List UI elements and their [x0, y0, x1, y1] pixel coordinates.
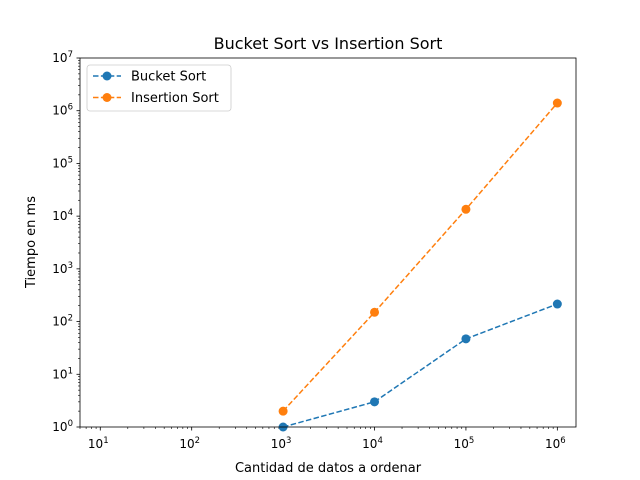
data-point — [552, 299, 562, 309]
series-line — [282, 102, 558, 412]
x-tick-label-0: 101 — [88, 436, 109, 451]
series-line — [282, 303, 558, 428]
y-tick-label-6: 106 — [52, 103, 73, 118]
plot-area: 101 102 103 104 105 106 100 101 102 103 104 105 106 1… — [52, 50, 577, 451]
y-tick-label-4: 104 — [52, 208, 73, 223]
x-tick-label-1: 102 — [179, 436, 200, 451]
y-tick-label-1: 101 — [52, 366, 73, 381]
legend-marker — [102, 71, 112, 81]
y-tick-label-5: 105 — [52, 155, 73, 170]
legend-label: Insertion Sort — [131, 91, 219, 106]
data-point — [278, 406, 288, 416]
x-tick-label-5: 106 — [545, 436, 566, 451]
y-tick-label-3: 103 — [52, 261, 73, 276]
plot-background — [80, 58, 576, 427]
y-tick-label-0: 100 — [52, 419, 73, 434]
y-axis-title: Tiempo en ms — [24, 196, 39, 289]
legend-marker — [102, 93, 112, 102]
data-point — [370, 397, 380, 407]
data-point — [461, 204, 471, 214]
y-tick-label-7: 107 — [52, 50, 73, 65]
legend: Bucket Sort Insertion Sort — [86, 64, 232, 112]
x-axis-title: Cantidad de datos a ordenar — [235, 461, 422, 476]
data-point — [552, 98, 562, 108]
data-point — [461, 334, 471, 344]
x-tick-label-4: 105 — [454, 436, 475, 451]
x-tick-label-2: 103 — [271, 436, 292, 451]
chart-title: Bucket Sort vs Insertion Sort — [214, 34, 443, 53]
y-tick-label-2: 102 — [52, 314, 73, 329]
series-insertion-sort — [278, 98, 562, 416]
x-tick-label-3: 104 — [362, 436, 383, 451]
legend-label: Bucket Sort — [131, 70, 206, 85]
data-point — [370, 307, 380, 317]
legend-box — [86, 64, 232, 112]
axes-frame — [79, 57, 577, 428]
